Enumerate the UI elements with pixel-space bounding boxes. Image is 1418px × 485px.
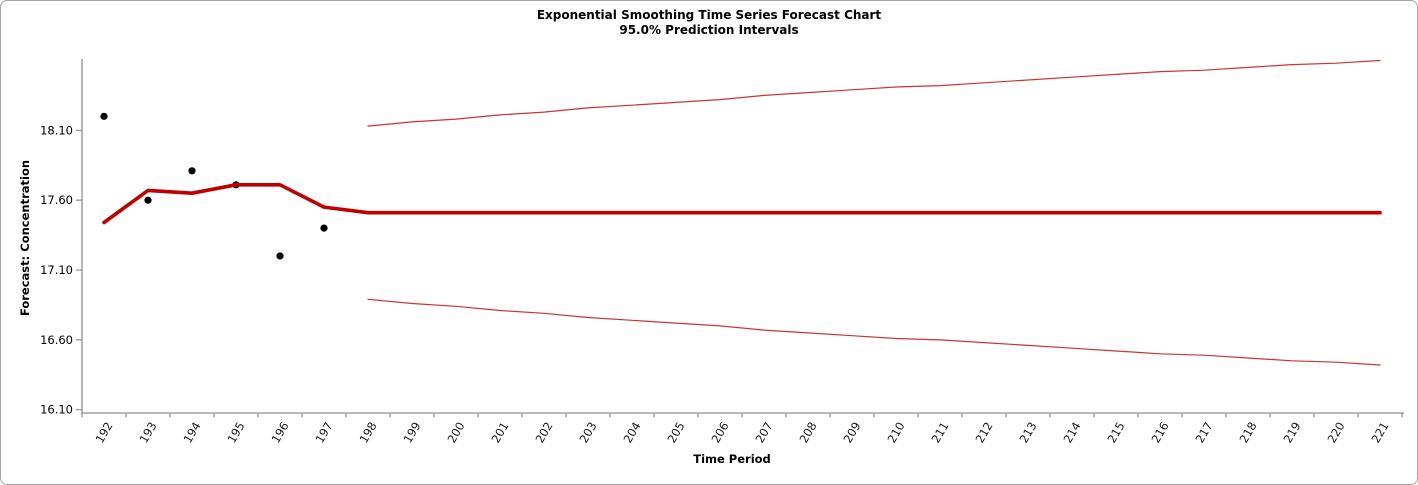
x-tick-label: 198 xyxy=(356,420,379,446)
x-tick-label: 211 xyxy=(928,420,951,446)
forecast-line xyxy=(102,183,1382,225)
axes-layer: 16.10 16.60 17.10 17.60 18.10 192 193 194 195 196… xyxy=(40,59,1404,446)
observed-point xyxy=(144,196,152,204)
x-tick-label: 208 xyxy=(796,420,819,446)
x-axis-title: Time Period xyxy=(693,452,771,466)
x-tick-label: 199 xyxy=(400,420,423,446)
y-tick-label: 17.60 xyxy=(40,193,73,207)
y-tick-label: 18.10 xyxy=(40,123,73,137)
x-tick-label: 218 xyxy=(1236,420,1259,446)
x-tick-label: 193 xyxy=(136,420,159,446)
x-tick-label: 202 xyxy=(532,420,555,446)
y-axis-title: Forecast: Concentration xyxy=(18,160,32,316)
x-tick-label: 213 xyxy=(1016,420,1039,446)
series-layer xyxy=(100,59,1382,366)
x-tick-label: 219 xyxy=(1280,420,1303,446)
x-tick-label: 192 xyxy=(92,420,115,446)
lower-95-prediction-interval-line xyxy=(367,298,1381,366)
x-tick-label: 209 xyxy=(840,420,863,446)
observed-point xyxy=(276,252,284,260)
chart-title: Exponential Smoothing Time Series Foreca… xyxy=(536,8,882,22)
x-tick-label: 196 xyxy=(268,420,291,446)
x-tick-label: 207 xyxy=(752,420,775,446)
observed-point xyxy=(100,112,108,120)
chart-title-block: Exponential Smoothing Time Series Foreca… xyxy=(1,8,1417,38)
y-tick-label: 16.10 xyxy=(40,403,73,417)
y-tick-label: 17.10 xyxy=(40,263,73,277)
x-tick-label: 220 xyxy=(1324,420,1347,446)
x-tick-label: 217 xyxy=(1192,420,1215,446)
x-tick-label: 197 xyxy=(312,420,335,446)
upper-95-prediction-interval-line xyxy=(367,59,1381,127)
x-tick-label: 200 xyxy=(444,420,467,446)
x-tick-label: 203 xyxy=(576,420,599,446)
observed-point xyxy=(188,167,196,175)
x-tick-label: 195 xyxy=(224,420,247,446)
x-tick-label: 201 xyxy=(488,420,511,446)
x-tick-label: 210 xyxy=(884,420,907,446)
x-tick-label: 194 xyxy=(180,420,203,446)
x-tick-label: 214 xyxy=(1060,420,1083,446)
x-tick-label: 215 xyxy=(1104,420,1127,446)
x-tick-label: 206 xyxy=(708,420,731,446)
x-tick-label: 205 xyxy=(664,420,687,446)
y-tick-label: 16.60 xyxy=(40,333,73,347)
x-tick-label: 204 xyxy=(620,420,643,446)
x-tick-label: 221 xyxy=(1368,420,1391,446)
x-tick-label: 212 xyxy=(972,420,995,446)
chart-subtitle: 95.0% Prediction Intervals xyxy=(619,23,799,37)
x-tick-label: 216 xyxy=(1148,420,1171,446)
observed-point xyxy=(320,224,328,232)
